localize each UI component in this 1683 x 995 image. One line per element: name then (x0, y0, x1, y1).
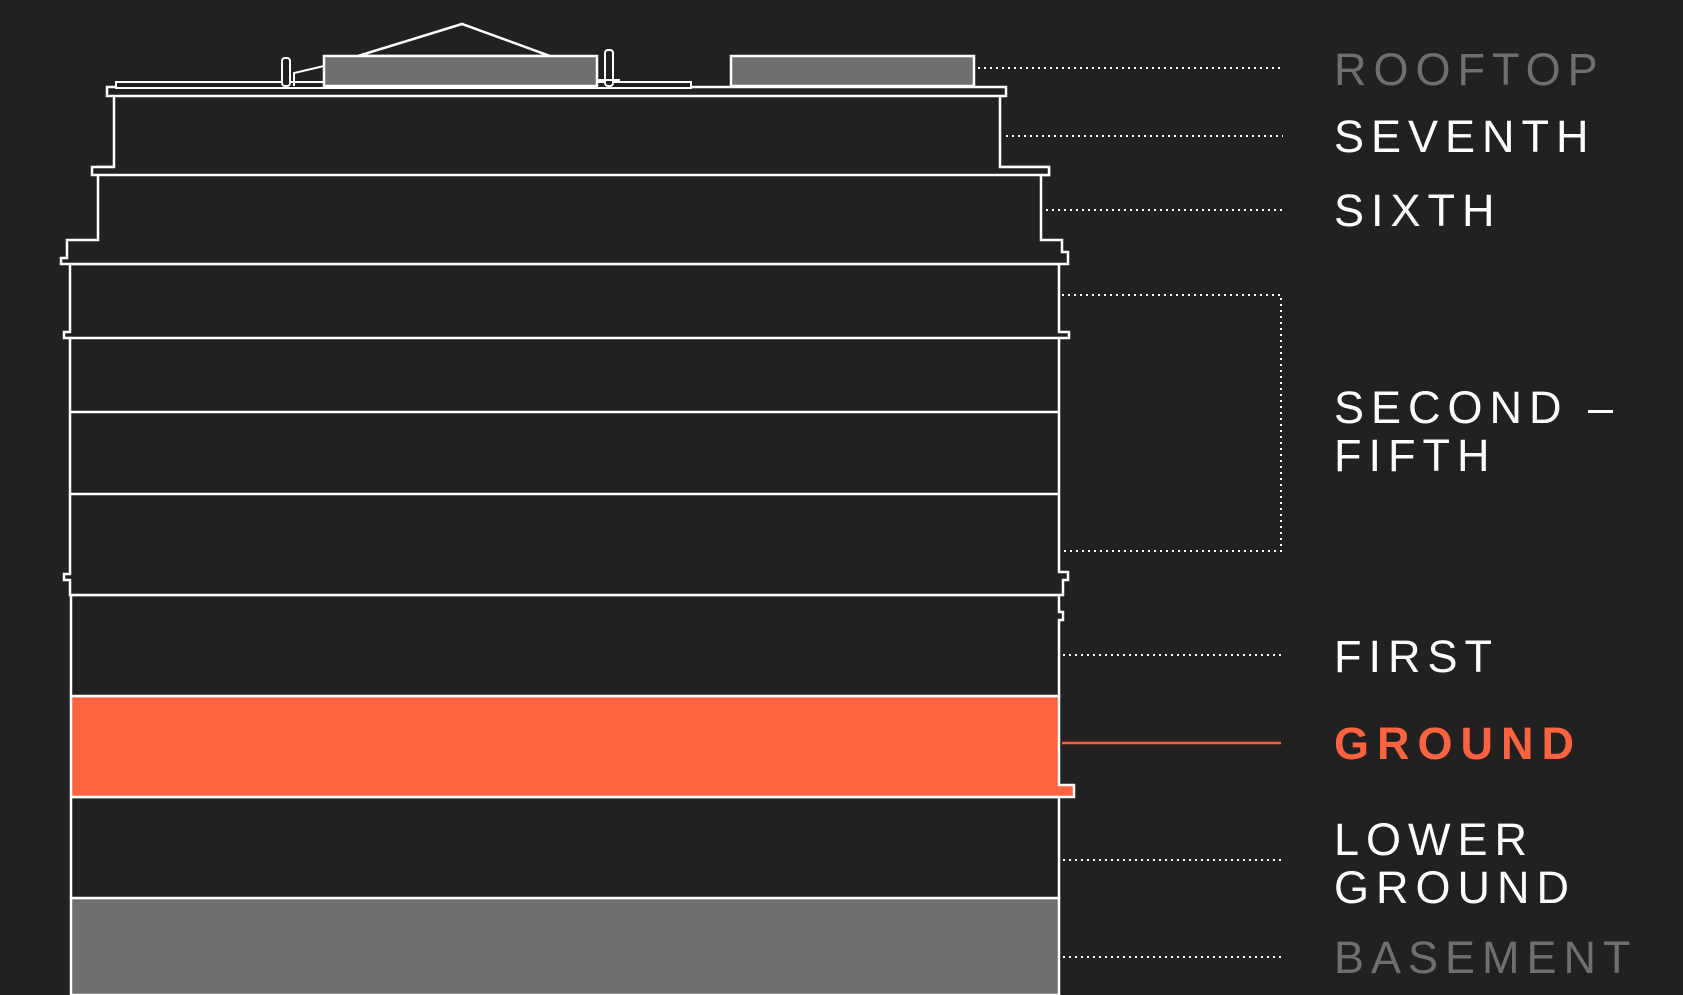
floor-label-rooftop[interactable]: ROOFTOP (1334, 46, 1605, 94)
floor-label-sixth[interactable]: SIXTH (1334, 187, 1502, 235)
floor-label-first-text: FIRST (1334, 631, 1499, 682)
floor-basement-block[interactable] (69, 896, 1061, 995)
floor-label-rooftop-text: ROOFTOP (1334, 44, 1605, 95)
floor-label-second-fifth[interactable]: SECOND – FIFTH (1334, 384, 1620, 480)
floor-seventh-block[interactable] (90, 93, 1051, 177)
leader-lines (978, 67, 1283, 958)
leader-second-fifth (1062, 294, 1282, 552)
floor-label-second-fifth-line1: SECOND – (1334, 382, 1621, 433)
floor-label-basement[interactable]: BASEMENT (1334, 934, 1638, 982)
floor-first-block[interactable] (69, 593, 1065, 698)
floor-sixth-block[interactable] (59, 165, 1070, 266)
floor-ground-block[interactable] (69, 694, 1076, 799)
floor-label-seventh[interactable]: SEVENTH (1334, 113, 1596, 161)
floor-label-sixth-text: SIXTH (1334, 185, 1502, 236)
floor-lower-ground-block[interactable] (69, 795, 1061, 900)
floor-rooftop-block[interactable] (281, 22, 976, 88)
floor-label-lower-ground-line1: LOWER (1334, 814, 1535, 865)
floor-label-lower-ground-line2: GROUND (1334, 862, 1576, 913)
floor-label-second-fifth-line2: FIFTH (1334, 430, 1497, 481)
floor-label-ground[interactable]: GROUND (1334, 720, 1582, 768)
floor-label-basement-text: BASEMENT (1334, 932, 1638, 983)
floor-label-ground-text: GROUND (1334, 718, 1582, 769)
floor-label-seventh-text: SEVENTH (1334, 111, 1596, 162)
floor-label-first[interactable]: FIRST (1334, 633, 1499, 681)
floor-label-lower-ground[interactable]: LOWER GROUND (1334, 816, 1576, 912)
floor-second-fifth-block[interactable] (62, 262, 1071, 597)
